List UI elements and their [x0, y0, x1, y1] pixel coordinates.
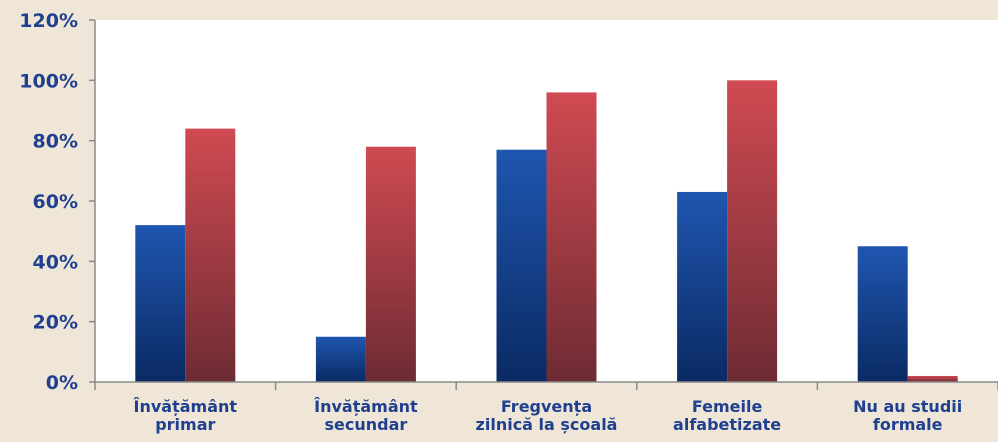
x-tick-label-4: Femeile alfabetizate	[673, 397, 781, 434]
y-tick-label-4: 60%	[33, 191, 78, 213]
y-tick-label-3: 40%	[33, 251, 78, 273]
y-tick-label-5: 80%	[33, 131, 78, 153]
x-tick-label-1: Învățământ primar	[134, 397, 238, 434]
bar-series-b-1	[185, 128, 236, 382]
bar-series-b-5	[907, 375, 958, 382]
y-tick-label-2: 20%	[33, 312, 78, 334]
bar-series-b-4	[727, 80, 778, 382]
y-tick-label-1: 0%	[46, 372, 78, 394]
bar-series-a-4	[677, 191, 728, 382]
y-tick-label-6: 100%	[19, 70, 78, 92]
bar-series-b-2	[365, 146, 416, 382]
bar-series-b-3	[546, 92, 597, 383]
x-tick-label-3: Fregvența zilnică la școală	[476, 397, 618, 434]
bar-series-a-2	[315, 336, 366, 382]
x-tick-label-2: Învățământ secundar	[314, 397, 418, 434]
y-tick-label-7: 120%	[19, 10, 78, 32]
x-tick-label-5: Nu au studii formale	[853, 397, 962, 434]
bar-series-a-3	[496, 149, 547, 382]
bar-series-a-1	[135, 225, 186, 382]
bar-series-a-5	[857, 246, 908, 382]
